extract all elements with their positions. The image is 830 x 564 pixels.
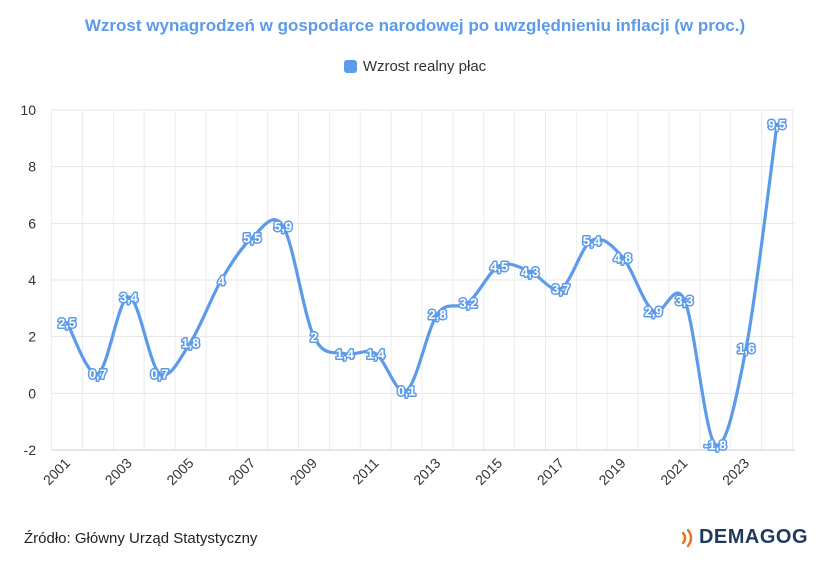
data-label: 1,6 xyxy=(737,341,755,356)
data-label: 1,8 xyxy=(181,335,199,350)
legend[interactable]: Wzrost realny płac xyxy=(0,58,830,75)
data-label: 2,9 xyxy=(644,304,662,319)
data-labels: 2,5 0,7 3,4 0,7 1,8 4 5,5 5,9 2 1,4 1,4 0,1 2,8 3,2 4,… xyxy=(56,116,787,454)
brand-name: DEMAGOG xyxy=(698,526,808,548)
data-label: 0,1 xyxy=(398,384,416,399)
legend-label: Wzrost realny płac xyxy=(362,58,487,75)
data-label: 3,2 xyxy=(459,296,477,311)
data-label: 4,8 xyxy=(614,250,632,265)
data-label: 2 xyxy=(310,330,317,345)
y-tick-label: 8 xyxy=(28,159,36,175)
x-tick-label: 2019 xyxy=(595,455,628,488)
x-tick-label: 2007 xyxy=(225,455,258,488)
data-label: 3,3 xyxy=(675,293,693,308)
y-tick-label: 6 xyxy=(28,215,36,231)
data-label: 4,5 xyxy=(490,259,508,274)
brand-logo: DEMAGOG xyxy=(680,526,808,549)
x-tick-label: 2023 xyxy=(719,455,752,488)
y-tick-label: 0 xyxy=(28,385,36,401)
data-label: 0,7 xyxy=(151,367,169,382)
data-label: 0,7 xyxy=(89,367,107,382)
y-tick-label: 2 xyxy=(28,329,36,345)
data-label: 5,4 xyxy=(583,233,602,248)
sound-waves-icon xyxy=(681,528,693,547)
chart-title: Wzrost wynagrodzeń w gospodarce narodowe… xyxy=(84,16,746,35)
source-note: Źródło: Główny Urząd Statystyczny xyxy=(24,530,258,547)
series-line-layer xyxy=(65,122,779,447)
data-label: 1,4 xyxy=(336,347,355,362)
x-tick-label: 2013 xyxy=(410,455,443,488)
data-label: 4,3 xyxy=(521,265,539,280)
data-label: 1,4 xyxy=(367,347,386,362)
data-label: 9,5 xyxy=(768,117,786,132)
data-label: 3,7 xyxy=(552,282,570,297)
data-label: 5,5 xyxy=(243,231,261,246)
y-tick-label: 10 xyxy=(20,102,36,118)
x-tick-label: 2017 xyxy=(534,455,567,488)
x-tick-label: 2001 xyxy=(40,455,73,488)
x-tick-label: 2009 xyxy=(287,455,320,488)
data-label: 2,8 xyxy=(428,307,446,322)
x-tick-label: 2021 xyxy=(657,455,690,488)
x-tick-label: 2003 xyxy=(102,455,135,488)
data-label: 2,5 xyxy=(58,316,76,331)
x-tick-label: 2011 xyxy=(349,455,382,488)
y-tick-label: -2 xyxy=(24,442,37,458)
series-line xyxy=(65,122,779,447)
x-tick-label: 2015 xyxy=(472,455,505,488)
y-tick-label: 4 xyxy=(28,272,36,288)
data-label: 3,4 xyxy=(120,290,139,305)
legend-swatch xyxy=(343,60,357,73)
x-tick-label: 2005 xyxy=(163,455,196,488)
data-label: 4 xyxy=(218,273,226,288)
data-label: -1,8 xyxy=(704,437,726,452)
data-label: 5,9 xyxy=(274,219,292,234)
grid-lines xyxy=(51,109,795,451)
